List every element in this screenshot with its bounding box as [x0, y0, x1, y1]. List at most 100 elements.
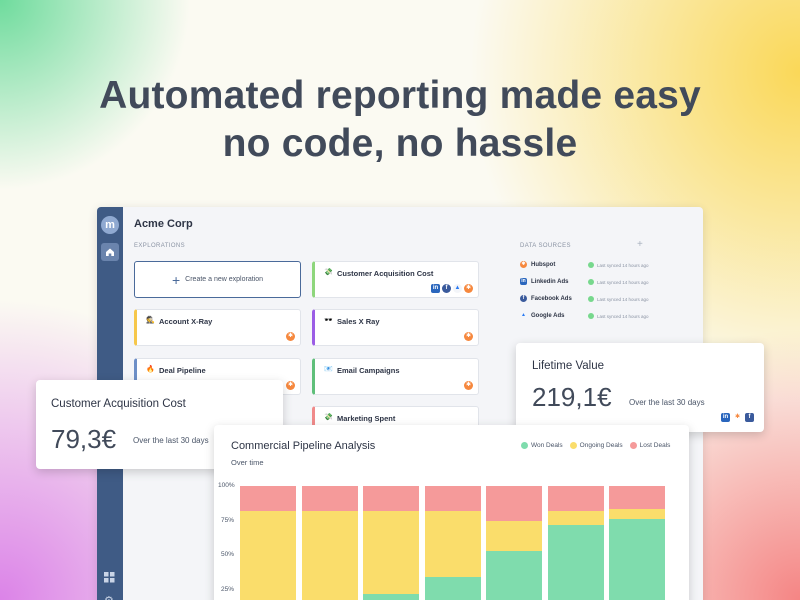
- legend-label: Ongoing Deals: [579, 442, 623, 449]
- chart-plot-area: [214, 425, 689, 600]
- tile-label: Email Campaigns: [337, 366, 400, 375]
- legend-label: Lost Deals: [639, 442, 671, 449]
- bar-segment-lost-deals: [547, 486, 604, 511]
- data-source-row[interactable]: in Linkedin Ads: [520, 278, 568, 285]
- bar-segment-won-deals: [547, 524, 604, 600]
- bar-segment-lost-deals: [609, 486, 665, 510]
- pipeline-chart-card[interactable]: Commercial Pipeline Analysis Over time W…: [214, 425, 689, 600]
- bar-segment-ongoing-deals: [547, 510, 604, 525]
- linkedin-icon: in: [520, 278, 527, 285]
- bar-segment-lost-deals: [486, 486, 542, 521]
- legend-label: Won Deals: [531, 442, 563, 449]
- data-source-row[interactable]: f Facebook Ads: [520, 295, 572, 302]
- data-source-name: Linkedin Ads: [531, 278, 569, 285]
- create-exploration-label: Create a new exploration: [185, 276, 263, 283]
- tile-source-badges: ✱: [286, 381, 295, 390]
- add-data-source-icon[interactable]: +: [637, 239, 643, 250]
- legend-swatch: [521, 442, 528, 449]
- sync-status-text: Last synced 14 hours ago: [597, 296, 649, 302]
- status-dot-icon: [588, 313, 594, 319]
- data-source-name: Google Ads: [531, 312, 565, 319]
- headline-line-1: Automated reporting made easy: [99, 74, 701, 117]
- chart-bar[interactable]: [547, 486, 604, 600]
- cac-period: Over the last 30 days: [133, 436, 209, 445]
- legend-item: Lost Deals: [629, 442, 671, 449]
- data-source-name: Facebook Ads: [531, 295, 572, 302]
- sync-status: Last synced 14 hours ago: [588, 313, 649, 319]
- facebook-icon: f: [520, 295, 527, 302]
- ltv-period: Over the last 30 days: [629, 398, 705, 407]
- home-icon[interactable]: [101, 243, 119, 261]
- bar-segment-won-deals: [486, 550, 542, 600]
- tile-source-badges: ✱: [464, 332, 473, 341]
- hubspot-icon: ✱: [464, 332, 473, 341]
- tile-emoji-icon: 💸: [324, 269, 333, 276]
- legend-item: Won Deals: [521, 442, 563, 449]
- cac-value: 79,3€: [51, 424, 117, 454]
- create-exploration-button[interactable]: + Create a new exploration: [134, 261, 301, 298]
- chart-bar[interactable]: [240, 486, 296, 600]
- chart-bar[interactable]: [301, 486, 358, 600]
- chart-bar[interactable]: [363, 486, 419, 600]
- tile-source-badges: ✱: [464, 381, 473, 390]
- data-source-row[interactable]: ▲ Google Ads: [520, 312, 564, 319]
- bar-segment-ongoing-deals: [240, 510, 296, 600]
- bar-segment-ongoing-deals: [486, 520, 542, 551]
- y-tick-label: 75%: [220, 516, 234, 524]
- tile-source-badges: ✱: [286, 332, 295, 341]
- bar-segment-won-deals: [609, 519, 665, 600]
- bar-segment-ongoing-deals: [363, 510, 419, 594]
- chart-bar[interactable]: [486, 486, 542, 600]
- exploration-tile[interactable]: 📧 Email Campaigns ✱: [312, 358, 479, 395]
- sync-status: Last synced 14 hours ago: [588, 296, 649, 302]
- tile-emoji-icon: 🕵️: [146, 317, 155, 324]
- data-sources-label: DATA SOURCES: [520, 243, 571, 249]
- hubspot-icon: ✱: [286, 332, 295, 341]
- hubspot-icon: ✱: [464, 381, 473, 390]
- chart-subtitle: Over time: [231, 458, 264, 467]
- cac-title: Customer Acquisition Cost: [51, 398, 186, 410]
- chart-legend: Won Deals Ongoing Deals Lost Deals: [521, 442, 670, 449]
- chart-bar[interactable]: [609, 486, 665, 600]
- y-tick-label: 50%: [220, 551, 234, 558]
- exploration-tile[interactable]: 🕶️ Sales X Ray ✱: [312, 309, 479, 346]
- exploration-tile[interactable]: 🕵️ Account X-Ray ✱: [134, 309, 301, 346]
- legend-item: Ongoing Deals: [569, 442, 623, 449]
- facebook-icon: f: [745, 413, 754, 422]
- tile-emoji-icon: 📧: [324, 366, 333, 373]
- exploration-tile[interactable]: 💸 Customer Acquisition Cost in f ▲ ✱: [312, 261, 479, 298]
- linkedin-icon: in: [431, 284, 440, 293]
- bar-segment-ongoing-deals: [301, 510, 358, 600]
- data-source-row[interactable]: ✱ Hubspot: [520, 261, 555, 268]
- bar-segment-won-deals: [424, 577, 481, 600]
- tile-emoji-icon: 🕶️: [324, 317, 333, 324]
- bar-segment-ongoing-deals: [609, 509, 665, 520]
- bar-segment-ongoing-deals: [424, 510, 481, 578]
- bar-segment-lost-deals: [363, 486, 419, 511]
- tile-label: Account X-Ray: [159, 317, 213, 326]
- sync-status: Last synced 14 hours ago: [588, 262, 649, 268]
- explorations-label: EXPLORATIONS: [134, 243, 186, 249]
- ltv-title: Lifetime Value: [532, 360, 605, 372]
- bar-segment-lost-deals: [301, 486, 358, 511]
- tile-source-badges: in f ▲ ✱: [431, 284, 473, 293]
- google-ads-icon: ▲: [453, 284, 462, 293]
- chart-bar[interactable]: [424, 486, 481, 600]
- gear-icon[interactable]: ⚙: [104, 594, 114, 600]
- app-logo[interactable]: m: [101, 216, 119, 234]
- plus-icon: +: [171, 271, 181, 288]
- bar-segment-lost-deals: [424, 486, 481, 511]
- tile-emoji-icon: 🔥: [146, 366, 155, 373]
- hubspot-icon: ✱: [286, 381, 295, 390]
- ltv-value: 219,1€: [532, 382, 612, 412]
- google-ads-icon: ▲: [520, 312, 527, 319]
- ltv-card[interactable]: Lifetime Value 219,1€ Over the last 30 d…: [516, 343, 764, 432]
- hubspot-icon: ✱: [734, 414, 741, 420]
- chart-title: Commercial Pipeline Analysis: [231, 440, 376, 452]
- bar-segment-won-deals: [363, 593, 419, 600]
- dashboard-grid-icon[interactable]: [104, 572, 115, 583]
- facebook-icon: f: [442, 284, 451, 293]
- tile-label: Customer Acquisition Cost: [337, 269, 434, 278]
- linkedin-icon: in: [721, 413, 730, 422]
- y-tick-label: 100%: [218, 482, 235, 489]
